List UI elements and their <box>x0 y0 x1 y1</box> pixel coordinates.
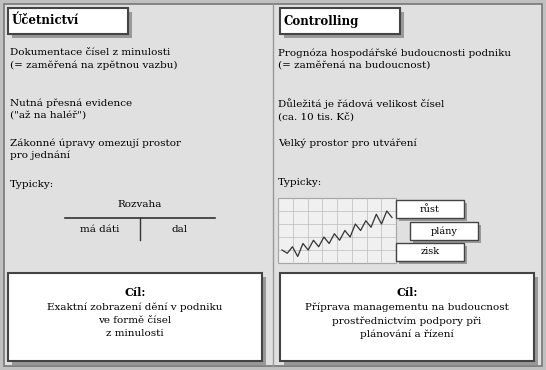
FancyBboxPatch shape <box>399 246 467 264</box>
FancyBboxPatch shape <box>278 198 396 263</box>
Text: Rozvaha: Rozvaha <box>118 200 162 209</box>
Text: Důležitá je řádová velikost čísel
(ca. 10 tis. Kč): Důležitá je řádová velikost čísel (ca. 1… <box>278 98 444 121</box>
Text: má dáti: má dáti <box>80 225 120 233</box>
Text: Dokumentace čísel z minulosti
(= zaměřená na zpětnou vazbu): Dokumentace čísel z minulosti (= zaměřen… <box>10 48 177 70</box>
FancyBboxPatch shape <box>12 12 132 38</box>
Text: zisk: zisk <box>420 248 440 256</box>
Text: dal: dal <box>172 225 188 233</box>
Text: Velký prostor pro utváření: Velký prostor pro utváření <box>278 138 417 148</box>
Text: Příprava managementu na budoucnost
prostřednictvím podpory při
plánování a řízen: Příprava managementu na budoucnost prost… <box>305 303 509 339</box>
FancyBboxPatch shape <box>396 200 464 218</box>
FancyBboxPatch shape <box>396 243 464 261</box>
FancyBboxPatch shape <box>8 273 262 361</box>
Text: Typicky:: Typicky: <box>10 180 54 189</box>
FancyBboxPatch shape <box>413 225 481 243</box>
Text: Nutná přesná evidence
("až na haléř"): Nutná přesná evidence ("až na haléř") <box>10 98 132 119</box>
FancyBboxPatch shape <box>8 8 128 34</box>
Text: Exaktní zobrazení dění v podniku
ve formě čísel
z minulosti: Exaktní zobrazení dění v podniku ve form… <box>48 303 223 337</box>
Text: Typicky:: Typicky: <box>278 178 322 187</box>
Text: Cíl:: Cíl: <box>124 287 146 298</box>
FancyBboxPatch shape <box>12 277 266 365</box>
Text: Prognóza hospodářské budoucnosti podniku
(= zaměřená na budoucnost): Prognóza hospodářské budoucnosti podniku… <box>278 48 511 69</box>
FancyBboxPatch shape <box>4 4 542 366</box>
FancyBboxPatch shape <box>284 12 404 38</box>
FancyBboxPatch shape <box>410 222 478 240</box>
FancyBboxPatch shape <box>280 8 400 34</box>
Text: Controlling: Controlling <box>284 14 359 27</box>
FancyBboxPatch shape <box>284 277 538 365</box>
Text: růst: růst <box>420 205 440 213</box>
Text: Cíl:: Cíl: <box>396 287 418 298</box>
FancyBboxPatch shape <box>280 273 534 361</box>
Text: plány: plány <box>431 226 458 236</box>
Text: Účetnictví: Účetnictví <box>12 14 79 27</box>
Text: Zákonné úpravy omezují prostor
pro jednání: Zákonné úpravy omezují prostor pro jedná… <box>10 138 181 160</box>
FancyBboxPatch shape <box>399 203 467 221</box>
